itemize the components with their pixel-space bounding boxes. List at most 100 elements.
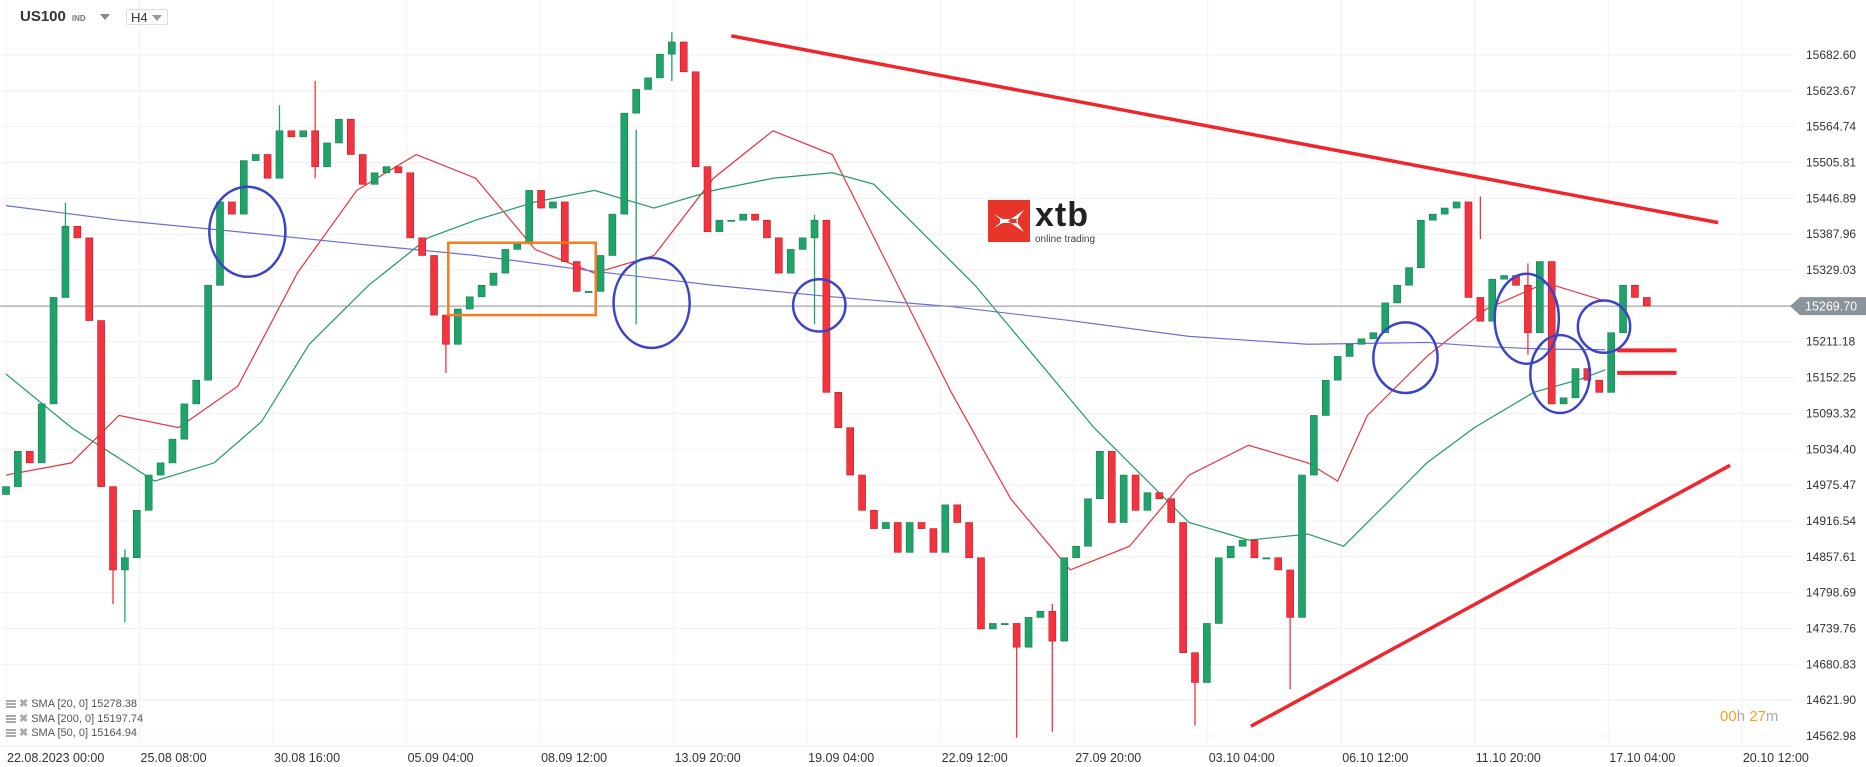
candle bbox=[739, 213, 747, 221]
candle-body bbox=[1440, 207, 1449, 215]
candle-body bbox=[1298, 474, 1306, 618]
candle bbox=[358, 154, 367, 185]
legend-label: SMA [200, 0] 15197.74 bbox=[31, 712, 144, 725]
candle-body bbox=[1607, 332, 1615, 393]
candle bbox=[85, 237, 94, 321]
x-tick-label: 25.08 08:00 bbox=[141, 751, 207, 765]
candle bbox=[228, 201, 236, 215]
candle-body bbox=[1476, 297, 1485, 322]
candle bbox=[1024, 617, 1033, 648]
candle-body bbox=[1000, 623, 1009, 625]
candle bbox=[1167, 498, 1176, 523]
candle bbox=[263, 154, 272, 179]
candle bbox=[1405, 267, 1413, 286]
highlight-circle bbox=[1493, 272, 1561, 365]
candle bbox=[370, 172, 379, 185]
candle bbox=[917, 522, 926, 529]
candle bbox=[941, 504, 950, 553]
candle-body bbox=[465, 296, 474, 310]
candle-body bbox=[1286, 569, 1294, 618]
timeframe-select[interactable]: H4 bbox=[126, 9, 168, 25]
candle bbox=[1036, 610, 1045, 618]
candle-body bbox=[1214, 557, 1223, 624]
candle bbox=[180, 403, 189, 440]
candle-body bbox=[1333, 356, 1342, 381]
candle bbox=[1012, 623, 1021, 738]
candle-body bbox=[1321, 379, 1330, 416]
candle-body bbox=[454, 308, 462, 345]
candle bbox=[1214, 557, 1223, 624]
candle-body bbox=[358, 154, 367, 185]
candle bbox=[335, 118, 343, 144]
x-tick-label: 06.10 12:00 bbox=[1342, 751, 1408, 765]
y-tick-label: 14975.47 bbox=[1806, 478, 1856, 492]
candle-body bbox=[323, 142, 331, 167]
settings-lines-icon[interactable] bbox=[6, 729, 16, 738]
candle bbox=[620, 112, 629, 215]
candle bbox=[61, 202, 70, 298]
candle-body bbox=[442, 314, 450, 345]
candle bbox=[394, 166, 403, 174]
candle-body bbox=[418, 237, 426, 256]
y-tick-label: 15152.25 bbox=[1806, 371, 1856, 385]
candle-body bbox=[620, 112, 629, 215]
legend-item-sma50: ✖ SMA [50, 0] 15164.94 bbox=[6, 726, 143, 741]
candle-body bbox=[61, 225, 70, 298]
candle-body bbox=[1012, 623, 1021, 648]
candle bbox=[1155, 492, 1164, 500]
y-tick-label: 15505.81 bbox=[1806, 156, 1856, 170]
candle-body bbox=[1262, 557, 1271, 560]
indicator-legend: ✖ SMA [20, 0] 15278.38 ✖ SMA [200, 0] 1519… bbox=[6, 697, 143, 741]
candle-body bbox=[917, 522, 926, 529]
candle-body bbox=[1536, 261, 1544, 334]
candle-body bbox=[751, 213, 759, 221]
candle bbox=[775, 237, 783, 274]
close-icon[interactable]: ✖ bbox=[19, 712, 29, 725]
candle bbox=[727, 219, 736, 222]
candle-body bbox=[584, 291, 593, 293]
candle bbox=[156, 462, 165, 476]
candle bbox=[882, 522, 890, 529]
candle bbox=[1559, 397, 1568, 405]
logo-brand: xtb bbox=[1035, 196, 1089, 234]
xtb-logo: xtb online trading bbox=[988, 196, 1095, 246]
candle-body bbox=[893, 522, 902, 553]
candle-body bbox=[870, 510, 878, 529]
symbol-selector[interactable]: US100 IND bbox=[20, 8, 110, 25]
candle bbox=[418, 237, 426, 256]
candle bbox=[691, 71, 700, 167]
symbol-type: IND bbox=[71, 13, 86, 23]
candle bbox=[465, 296, 474, 310]
candle bbox=[1524, 263, 1532, 355]
candle bbox=[751, 213, 759, 221]
candle-body bbox=[1500, 275, 1508, 280]
chevron-down-icon[interactable] bbox=[99, 13, 110, 20]
candle bbox=[1381, 302, 1390, 334]
close-icon[interactable]: ✖ bbox=[19, 727, 29, 739]
candle-body bbox=[263, 154, 272, 179]
candle bbox=[430, 255, 438, 316]
candle-body bbox=[370, 172, 379, 185]
candle-body bbox=[1417, 219, 1425, 268]
symbol-name: US100 bbox=[20, 8, 66, 25]
candle-body bbox=[537, 190, 545, 209]
candle-body bbox=[679, 41, 688, 73]
timer-hours: 00 bbox=[1720, 708, 1737, 725]
timer-minutes: 27 bbox=[1749, 708, 1766, 725]
candle-body bbox=[1547, 261, 1556, 405]
candle-body bbox=[1143, 492, 1152, 511]
candle bbox=[1452, 201, 1461, 209]
candle-body bbox=[1393, 284, 1401, 304]
candle bbox=[275, 105, 284, 179]
close-icon[interactable]: ✖ bbox=[19, 698, 29, 710]
x-tick-label: 11.10 20:00 bbox=[1476, 751, 1541, 765]
candle-body bbox=[596, 255, 605, 292]
candle bbox=[786, 249, 795, 274]
candle-body bbox=[311, 130, 319, 167]
candle-body bbox=[121, 557, 129, 571]
current-price-tag bbox=[1790, 297, 1866, 316]
settings-lines-icon[interactable] bbox=[6, 714, 16, 723]
settings-lines-icon[interactable] bbox=[6, 700, 16, 709]
candle-body bbox=[1179, 522, 1187, 653]
